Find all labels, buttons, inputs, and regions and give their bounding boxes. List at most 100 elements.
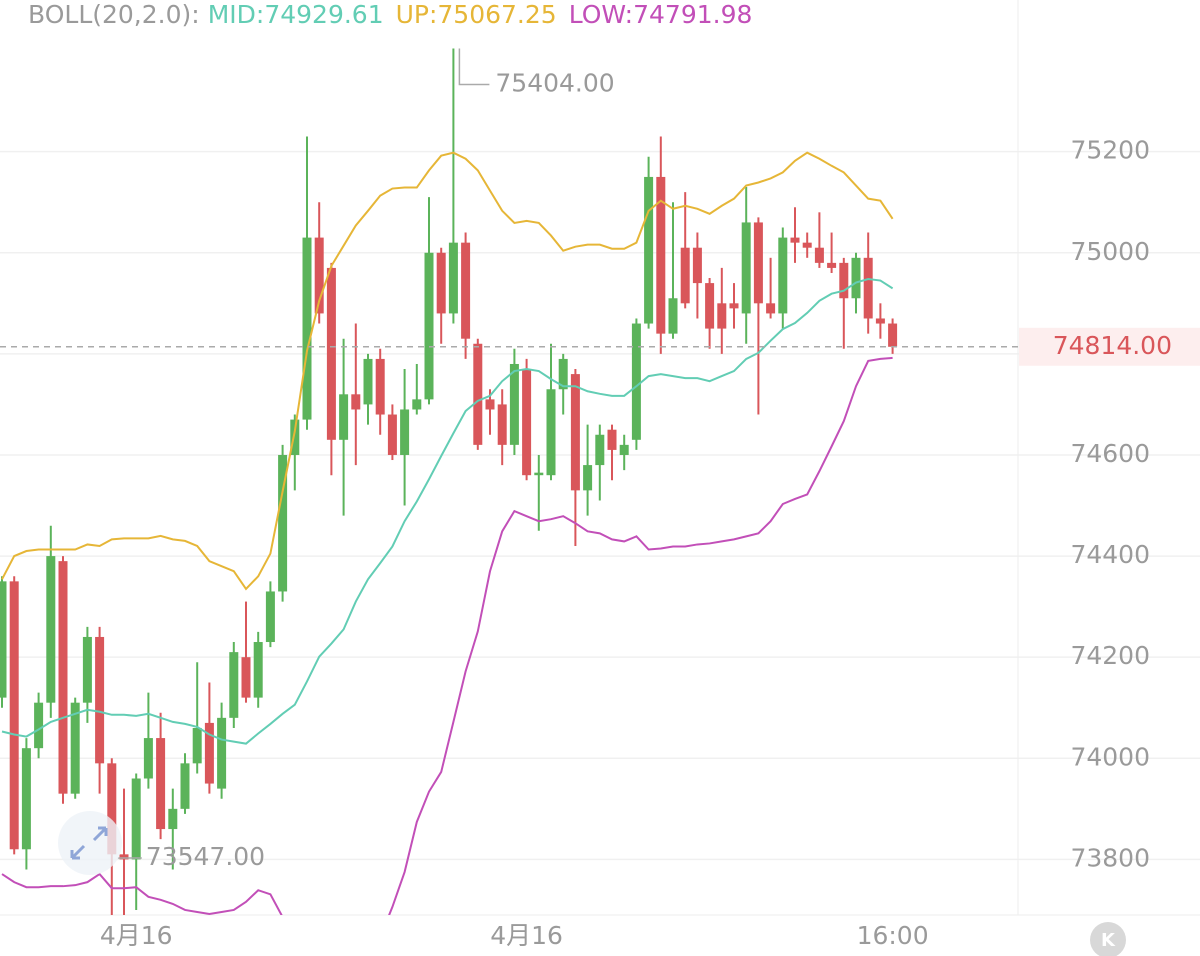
candle-body — [485, 399, 495, 410]
candle-body — [168, 808, 178, 830]
candle-body — [363, 358, 373, 405]
candle-body — [253, 642, 263, 698]
candle-body — [180, 763, 190, 809]
candle-body — [192, 727, 202, 764]
last-price-label: 74814.00 — [1053, 331, 1172, 360]
candle-body — [534, 472, 544, 476]
candle-body — [131, 778, 141, 860]
candle-body — [509, 363, 519, 445]
candle-body — [265, 591, 275, 643]
y-tick-label: 74200 — [1070, 641, 1150, 670]
expand-icon[interactable] — [70, 826, 108, 860]
corner-button-label[interactable]: K — [1101, 930, 1116, 951]
candle-body — [461, 242, 471, 339]
candle-body — [790, 237, 800, 243]
candle-body — [302, 237, 312, 420]
corner-button-bg[interactable] — [1090, 922, 1126, 956]
candle-body — [156, 738, 166, 830]
candle-body — [741, 222, 751, 314]
candle-body — [778, 237, 788, 314]
candle-body — [21, 748, 31, 850]
legend-entry: UP:75067.25 — [396, 0, 557, 29]
candle-body — [851, 257, 861, 299]
candle-body — [0, 581, 7, 698]
candle-body — [143, 738, 153, 779]
candle-body — [583, 465, 593, 491]
candle-body — [400, 409, 410, 455]
candle-body — [278, 454, 288, 592]
candle-body — [95, 636, 105, 764]
candle-body — [387, 414, 397, 455]
candle-body — [82, 636, 92, 703]
y-tick-label: 74600 — [1070, 439, 1150, 468]
candle-body — [58, 561, 68, 794]
candle-body — [668, 298, 678, 334]
candle-body — [339, 394, 349, 440]
max-leader — [458, 48, 490, 86]
y-tick-label: 75000 — [1070, 237, 1150, 266]
legend-entry: MID:74929.61 — [208, 0, 384, 29]
candle-body — [619, 444, 629, 455]
candle-body — [839, 262, 849, 299]
candle-body — [814, 247, 824, 263]
x-tick-label: 4月16 — [490, 921, 563, 950]
candle-body — [888, 323, 898, 347]
candle-body — [717, 303, 727, 329]
legend-entry: LOW:74791.98 — [569, 0, 753, 29]
grid — [0, 150, 1200, 861]
candle-body — [204, 722, 214, 784]
candle-body — [229, 652, 239, 718]
candle-body — [326, 267, 336, 440]
y-tick-label: 75200 — [1070, 136, 1150, 165]
candle-body — [522, 369, 532, 476]
candle-body — [692, 247, 702, 284]
y-tick-label: 74000 — [1070, 742, 1150, 771]
candle-body — [656, 176, 666, 334]
candle-body — [424, 252, 434, 400]
candle-body — [680, 247, 690, 304]
candle-body — [412, 399, 422, 410]
candle-body — [558, 358, 568, 390]
candle-body — [875, 318, 885, 324]
candle-body — [863, 257, 873, 319]
candle-body — [107, 763, 117, 855]
x-tick-label: 16:00 — [857, 921, 929, 950]
candle-body — [70, 702, 80, 794]
candle-body — [217, 717, 227, 789]
candle-body — [753, 222, 763, 304]
candle-body — [119, 854, 129, 860]
boll-line — [1, 278, 894, 745]
candle-body — [241, 657, 251, 698]
candle-body — [436, 252, 446, 314]
candle-body — [766, 303, 776, 314]
min-label: 73547.00 — [146, 842, 265, 871]
candle-body — [729, 303, 739, 309]
candle-body — [570, 374, 580, 491]
candle-body — [46, 556, 56, 703]
candle-body — [9, 581, 19, 850]
boll-line — [1, 356, 893, 915]
legend-title: BOLL(20,2.0): — [28, 0, 200, 29]
candle-body — [314, 237, 324, 314]
candle-body — [351, 394, 361, 410]
candle-body — [607, 429, 617, 450]
candle-body — [546, 389, 556, 476]
candle-body — [375, 358, 385, 415]
candle-body — [644, 176, 654, 324]
expand-button-bg[interactable] — [58, 811, 122, 875]
candle-body — [595, 434, 605, 466]
boll-line — [1, 151, 894, 591]
y-tick-label: 74400 — [1070, 540, 1150, 569]
candle-body — [827, 262, 837, 268]
candle-body — [473, 343, 483, 445]
candle-body — [34, 702, 44, 749]
plot — [0, 48, 898, 915]
candle-body — [290, 419, 300, 455]
candle-body — [631, 323, 641, 440]
x-tick-label: 4月16 — [100, 921, 173, 950]
y-tick-label: 73800 — [1070, 843, 1150, 872]
candle-body — [448, 242, 458, 314]
candle-body — [705, 283, 715, 329]
